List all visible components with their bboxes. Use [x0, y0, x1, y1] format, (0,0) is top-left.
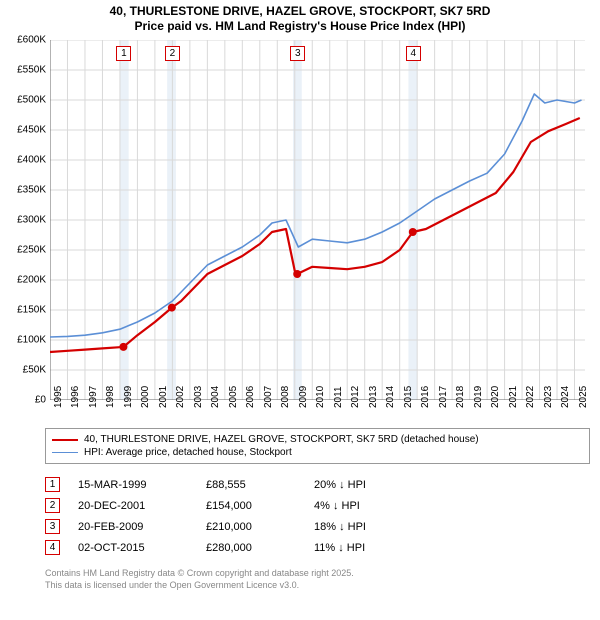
sale-date: 20-FEB-2009: [78, 521, 188, 533]
y-tick-label: £600K: [17, 35, 46, 46]
y-tick-label: £550K: [17, 65, 46, 76]
x-tick-label: 2024: [560, 386, 571, 408]
sale-delta: 20% ↓ HPI: [314, 479, 404, 491]
y-tick-label: £300K: [17, 215, 46, 226]
sales-row: 3 20-FEB-2009 £210,000 18% ↓ HPI: [45, 516, 590, 537]
x-tick-label: 2015: [403, 386, 414, 408]
y-tick-label: £450K: [17, 125, 46, 136]
x-tick-label: 2025: [578, 386, 589, 408]
x-tick-label: 2020: [490, 386, 501, 408]
y-tick-label: £100K: [17, 335, 46, 346]
x-tick-label: 1998: [105, 386, 116, 408]
x-tick-label: 2005: [228, 386, 239, 408]
y-tick-label: £150K: [17, 305, 46, 316]
x-tick-label: 2012: [350, 386, 361, 408]
footer-line1: Contains HM Land Registry data © Crown c…: [45, 568, 590, 580]
sales-table: 1 15-MAR-1999 £88,555 20% ↓ HPI 2 20-DEC-2001…: [45, 474, 590, 558]
y-tick-label: £200K: [17, 275, 46, 286]
x-tick-label: 2008: [280, 386, 291, 408]
sale-price: £88,555: [206, 479, 296, 491]
plot-area: 1 2 3 4: [50, 40, 585, 400]
x-tick-label: 1995: [53, 386, 64, 408]
x-tick-label: 1997: [88, 386, 99, 408]
legend: 40, THURLESTONE DRIVE, HAZEL GROVE, STOC…: [45, 428, 590, 464]
legend-item-sold: 40, THURLESTONE DRIVE, HAZEL GROVE, STOC…: [52, 433, 583, 446]
legend-label-hpi: HPI: Average price, detached house, Stoc…: [84, 447, 292, 458]
x-tick-label: 2014: [385, 386, 396, 408]
x-axis-ticks: 1995199619971998199920002001200220032004…: [50, 394, 585, 416]
x-tick-label: 2022: [525, 386, 536, 408]
sale-marker: 3: [45, 519, 60, 534]
x-tick-label: 2019: [473, 386, 484, 408]
x-tick-label: 2003: [193, 386, 204, 408]
x-tick-label: 2007: [263, 386, 274, 408]
chart-title: 40, THURLESTONE DRIVE, HAZEL GROVE, STOC…: [0, 0, 600, 34]
sale-price: £280,000: [206, 542, 296, 554]
x-tick-label: 2009: [298, 386, 309, 408]
x-tick-label: 2013: [368, 386, 379, 408]
callout-marker: 4: [406, 46, 421, 61]
x-tick-label: 2006: [245, 386, 256, 408]
chart: £0 £50K £100K £150K £200K £250K £300K £350K £400…: [5, 40, 595, 422]
legend-swatch-hpi: [52, 452, 78, 453]
callout-marker: 1: [116, 46, 131, 61]
sales-row: 4 02-OCT-2015 £280,000 11% ↓ HPI: [45, 537, 590, 558]
y-tick-label: £500K: [17, 95, 46, 106]
y-tick-label: £250K: [17, 245, 46, 256]
x-tick-label: 1999: [123, 386, 134, 408]
legend-label-sold: 40, THURLESTONE DRIVE, HAZEL GROVE, STOC…: [84, 434, 479, 445]
x-tick-label: 2001: [158, 386, 169, 408]
sale-delta: 18% ↓ HPI: [314, 521, 404, 533]
x-tick-label: 2017: [438, 386, 449, 408]
x-tick-label: 1996: [70, 386, 81, 408]
y-tick-label: £50K: [23, 365, 46, 376]
title-line2: Price paid vs. HM Land Registry's House …: [0, 19, 600, 34]
sale-delta: 11% ↓ HPI: [314, 542, 404, 554]
x-tick-label: 2000: [140, 386, 151, 408]
sale-marker: 2: [45, 498, 60, 513]
plot-svg: [50, 40, 585, 400]
y-tick-label: £0: [35, 395, 46, 406]
title-line1: 40, THURLESTONE DRIVE, HAZEL GROVE, STOC…: [0, 4, 600, 19]
y-axis-ticks: £0£50K£100K£150K£200K£250K£300K£350K£400…: [5, 40, 50, 400]
legend-swatch-sold: [52, 439, 78, 441]
sales-row: 2 20-DEC-2001 £154,000 4% ↓ HPI: [45, 495, 590, 516]
x-tick-label: 2016: [420, 386, 431, 408]
legend-item-hpi: HPI: Average price, detached house, Stoc…: [52, 446, 583, 459]
x-tick-label: 2018: [455, 386, 466, 408]
y-tick-label: £400K: [17, 155, 46, 166]
sale-price: £154,000: [206, 500, 296, 512]
footer: Contains HM Land Registry data © Crown c…: [45, 568, 590, 591]
y-tick-label: £350K: [17, 185, 46, 196]
sale-date: 20-DEC-2001: [78, 500, 188, 512]
footer-line2: This data is licensed under the Open Gov…: [45, 580, 590, 592]
sale-date: 02-OCT-2015: [78, 542, 188, 554]
x-tick-label: 2023: [543, 386, 554, 408]
sale-date: 15-MAR-1999: [78, 479, 188, 491]
x-tick-label: 2021: [508, 386, 519, 408]
x-tick-label: 2002: [175, 386, 186, 408]
callout-marker: 2: [165, 46, 180, 61]
x-tick-label: 2011: [333, 386, 344, 408]
callout-marker: 3: [290, 46, 305, 61]
sale-marker: 4: [45, 540, 60, 555]
sale-delta: 4% ↓ HPI: [314, 500, 404, 512]
x-tick-label: 2010: [315, 386, 326, 408]
sale-price: £210,000: [206, 521, 296, 533]
sales-row: 1 15-MAR-1999 £88,555 20% ↓ HPI: [45, 474, 590, 495]
sale-marker: 1: [45, 477, 60, 492]
x-tick-label: 2004: [210, 386, 221, 408]
